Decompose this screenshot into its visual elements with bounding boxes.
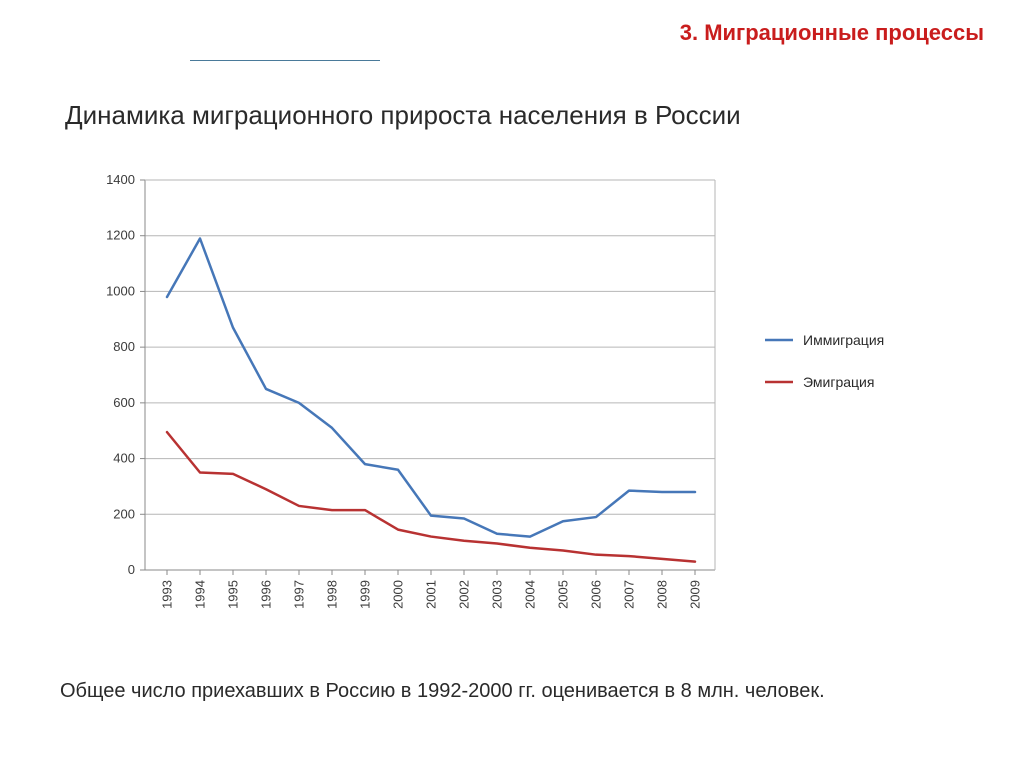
- header-underline: [190, 60, 380, 61]
- xtick-label: 2003: [490, 580, 505, 609]
- xtick-label: 2005: [556, 580, 571, 609]
- xtick-label: 2008: [655, 580, 670, 609]
- ytick-label: 1400: [106, 172, 135, 187]
- xtick-label: 2007: [622, 580, 637, 609]
- ytick-label: 600: [113, 395, 135, 410]
- chart-svg: 0 200 400 600 800 1000 1200 1400 1993 1994 1995 199…: [75, 165, 955, 665]
- xtick-label: 1994: [193, 580, 208, 609]
- ytick-label: 1000: [106, 283, 135, 298]
- xtick-label: 2001: [424, 580, 439, 609]
- migration-chart: 0 200 400 600 800 1000 1200 1400 1993 1994 1995 199…: [75, 165, 955, 665]
- ytick-label: 200: [113, 506, 135, 521]
- ytick-label: 800: [113, 339, 135, 354]
- ytick-label: 1200: [106, 228, 135, 243]
- xtick-label: 2004: [523, 580, 538, 609]
- xtick-label: 1997: [292, 580, 307, 609]
- chart-title: Динамика миграционного прироста населени…: [65, 100, 741, 131]
- ytick-label: 0: [128, 562, 135, 577]
- xtick-label: 1995: [226, 580, 241, 609]
- xtick-label: 1998: [325, 580, 340, 609]
- xtick-label: 2006: [589, 580, 604, 609]
- legend-label: Иммиграция: [803, 332, 884, 348]
- xtick-label: 1999: [358, 580, 373, 609]
- xtick-label: 2002: [457, 580, 472, 609]
- xtick-label: 2009: [688, 580, 703, 609]
- footer-note: Общее число приехавших в Россию в 1992-2…: [60, 680, 825, 703]
- section-heading: 3. Миграционные процессы: [680, 20, 984, 46]
- ytick-label: 400: [113, 451, 135, 466]
- xtick-label: 1996: [259, 580, 274, 609]
- xtick-label: 1993: [160, 580, 175, 609]
- legend-label: Эмиграция: [803, 374, 874, 390]
- xtick-label: 2000: [391, 580, 406, 609]
